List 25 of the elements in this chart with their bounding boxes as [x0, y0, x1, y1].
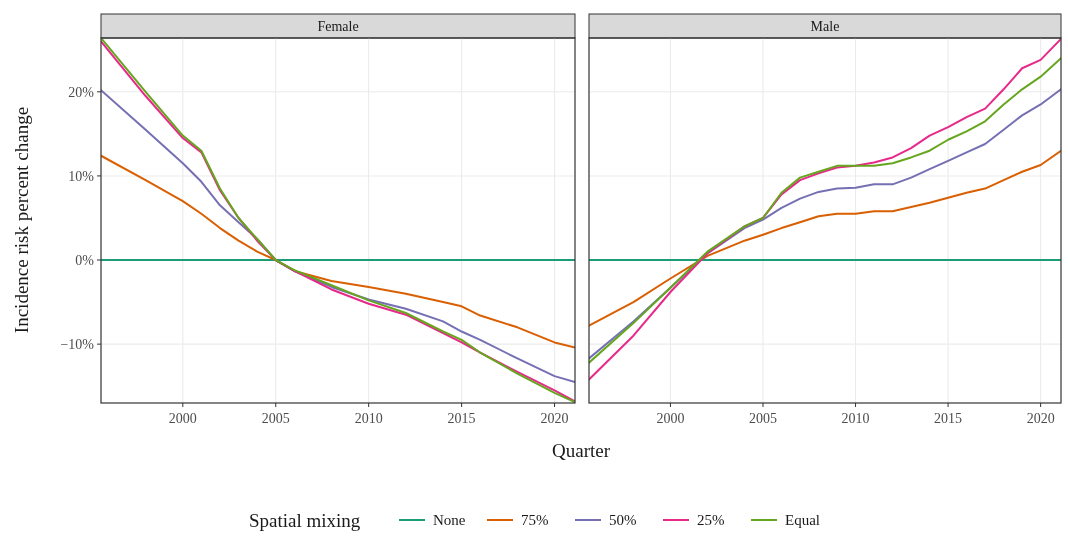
- y-tick-label: −10%: [60, 337, 95, 353]
- legend-label: None: [433, 512, 466, 528]
- legend-label: 50%: [609, 512, 637, 528]
- legend-label: 75%: [521, 512, 549, 528]
- legend-title: Spatial mixing: [249, 510, 361, 531]
- legend-label: 25%: [697, 512, 725, 528]
- line-series: [101, 154, 575, 349]
- chart-title: Male: [810, 19, 840, 34]
- x-tick-label: 2005: [748, 411, 777, 426]
- x-tick-label: 2020: [1026, 411, 1055, 426]
- x-axis-title: Quarter: [551, 440, 611, 461]
- y-axis-title: Incidence risk percent change: [11, 106, 32, 334]
- chart-title: Female: [317, 19, 359, 34]
- legend-label: Equal: [785, 512, 820, 528]
- y-tick-label: 10%: [68, 168, 95, 184]
- y-tick-label: 20%: [68, 84, 95, 100]
- x-tick-label: 2000: [656, 411, 685, 426]
- x-tick-label: 2010: [354, 411, 383, 426]
- x-tick-label: 2015: [447, 411, 476, 426]
- x-tick-label: 2000: [168, 411, 197, 426]
- x-tick-label: 2015: [934, 411, 963, 426]
- y-tick-label: 0%: [75, 253, 95, 269]
- x-tick-label: 2020: [540, 411, 569, 426]
- x-tick-label: 2010: [841, 411, 870, 426]
- x-tick-label: 2005: [261, 411, 290, 426]
